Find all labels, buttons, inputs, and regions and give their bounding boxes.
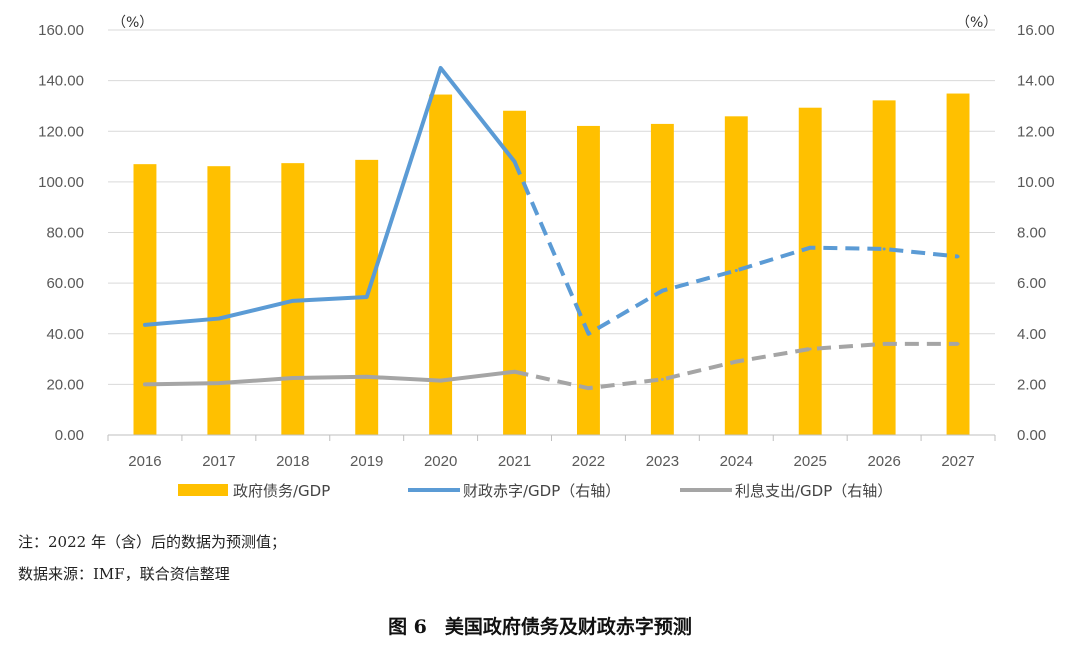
legend-debt-swatch: [178, 484, 228, 496]
point-deficit-2019: [365, 295, 369, 299]
right-tick-label: 12.00: [1017, 123, 1055, 140]
point-interest-2024: [734, 360, 738, 364]
point-deficit-2018: [291, 299, 295, 303]
point-interest-2023: [660, 377, 664, 381]
point-interest-2020: [439, 379, 443, 383]
left-tick-label: 0.00: [55, 427, 84, 444]
gridlines: [108, 29, 995, 385]
point-deficit-2027: [956, 255, 960, 259]
point-deficit-2016: [143, 323, 147, 327]
figure-number: 图 6: [388, 616, 427, 638]
x-tick-label: 2025: [794, 453, 827, 470]
bar-debt-2025: [798, 107, 822, 435]
bar-series-debt: [133, 93, 970, 436]
figure-title: 美国政府债务及财政赤字预测: [444, 616, 692, 638]
bar-debt-2021: [503, 110, 526, 435]
point-interest-2017: [217, 381, 221, 385]
point-deficit-2021: [513, 160, 517, 164]
x-tick-label: 2027: [941, 453, 974, 470]
bar-debt-2016: [133, 164, 157, 435]
point-interest-2018: [291, 376, 295, 380]
note-forecast: 注：2022 年（含）后的数据为预测值；: [18, 533, 286, 551]
point-interest-2021: [513, 370, 517, 374]
left-axis-unit: （%）: [112, 15, 153, 31]
left-tick-label: 120.00: [38, 123, 84, 140]
bar-debt-2020: [429, 94, 453, 435]
x-tick-label: 2024: [720, 453, 753, 470]
bar-debt-2022: [577, 125, 600, 435]
bar-debt-2026: [872, 100, 896, 436]
left-tick-label: 80.00: [46, 225, 84, 242]
bar-debt-2017: [207, 166, 231, 435]
point-deficit-2024: [734, 268, 738, 272]
legend-debt-label: 政府债务/GDP: [233, 482, 330, 500]
right-axis: 0.00 2.00 4.00 6.00 8.00 10.00 12.00 14.00 16.00: [1017, 22, 1055, 444]
x-axis: 2016 2017 2018 2019 2020 2021 2022 2023 2024 2025…: [107, 434, 996, 470]
right-tick-label: 10.00: [1017, 174, 1055, 191]
point-deficit-2025: [808, 246, 812, 250]
right-tick-label: 2.00: [1017, 376, 1046, 393]
point-interest-2022: [586, 386, 590, 390]
point-interest-2026: [882, 342, 886, 346]
bar-debt-2023: [650, 123, 674, 436]
right-tick-label: 0.00: [1017, 427, 1046, 444]
x-tick-label: 2018: [276, 453, 309, 470]
legend: 政府债务/GDP 财政赤字/GDP（右轴） 利息支出/GDP（右轴）: [178, 482, 892, 500]
x-tick-label: 2016: [128, 453, 161, 470]
point-deficit-2020: [439, 66, 443, 70]
x-tick-label: 2021: [498, 453, 531, 470]
right-tick-label: 14.00: [1017, 73, 1055, 90]
point-interest-2025: [808, 347, 812, 351]
x-tick-label: 2026: [867, 453, 900, 470]
x-tick-label: 2017: [202, 453, 235, 470]
legend-interest-label: 利息支出/GDP（右轴）: [735, 482, 892, 500]
chart-canvas: 0.00 20.00 40.00 60.00 80.00 100.00 120.00 140.…: [38, 15, 1055, 500]
point-interest-2016: [143, 382, 147, 386]
point-deficit-2022: [586, 332, 590, 336]
bar-debt-2024: [724, 116, 748, 436]
left-tick-label: 140.00: [38, 73, 84, 90]
point-deficit-2026: [882, 247, 886, 251]
line-series: [142, 65, 960, 391]
left-tick-label: 100.00: [38, 174, 84, 191]
right-tick-label: 16.00: [1017, 22, 1055, 39]
right-tick-label: 4.00: [1017, 326, 1046, 343]
left-tick-label: 60.00: [46, 275, 84, 292]
left-tick-label: 40.00: [46, 326, 84, 343]
note-source: 数据来源：IMF，联合资信整理: [18, 565, 230, 583]
point-interest-2019: [365, 375, 369, 379]
left-tick-label: 160.00: [38, 22, 84, 39]
right-tick-label: 8.00: [1017, 225, 1046, 242]
point-deficit-2023: [660, 289, 664, 293]
bar-debt-2027: [946, 93, 970, 436]
figure-caption: 图 6 美国政府债务及财政赤字预测: [0, 612, 1080, 639]
point-interest-2027: [956, 342, 960, 346]
right-tick-label: 6.00: [1017, 275, 1046, 292]
point-deficit-2017: [217, 317, 221, 321]
x-tick-label: 2020: [424, 453, 457, 470]
x-tick-label: 2022: [572, 453, 605, 470]
left-axis: 0.00 20.00 40.00 60.00 80.00 100.00 120.00 140.…: [38, 22, 84, 444]
left-tick-label: 20.00: [46, 376, 84, 393]
x-tick-label: 2023: [646, 453, 679, 470]
line-interest-actual: [142, 369, 517, 387]
right-axis-unit: （%）: [956, 15, 997, 31]
x-tick-label: 2019: [350, 453, 383, 470]
legend-deficit-label: 财政赤字/GDP（右轴）: [463, 482, 620, 500]
line-deficit-actual: [142, 65, 517, 327]
